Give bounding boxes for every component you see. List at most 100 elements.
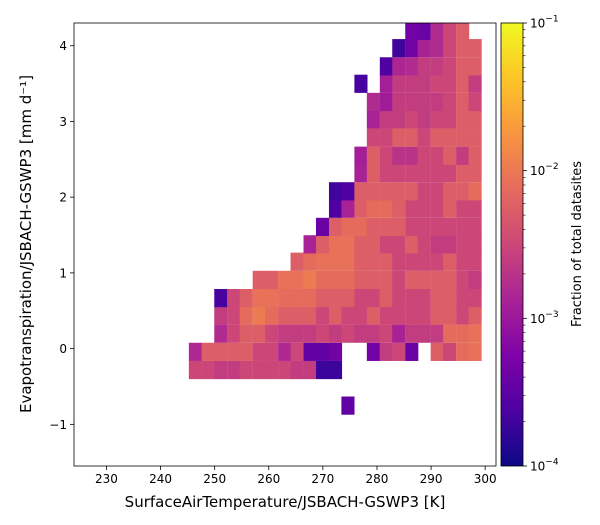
heatmap-cell (468, 39, 482, 58)
heatmap-cell (379, 128, 393, 147)
heatmap-cell (405, 57, 419, 76)
heatmap-cell (405, 288, 419, 308)
heatmap-cell (366, 270, 380, 290)
heatmap-cell (315, 360, 330, 380)
heatmap-cell (417, 324, 431, 343)
heatmap-cell (417, 306, 431, 325)
colorbar-gradient (501, 23, 523, 466)
heatmap-cell (239, 342, 253, 361)
heatmap-cell (417, 288, 431, 308)
heatmap-cell (239, 306, 253, 325)
heatmap-cell (303, 270, 317, 290)
heatmap-cell (430, 199, 444, 218)
heatmap-cell (443, 146, 457, 165)
heatmap-cell (430, 306, 444, 325)
heatmap-cell (430, 270, 444, 290)
heatmap-cell (392, 342, 406, 361)
heatmap-cell (405, 92, 419, 112)
heatmap-cell (290, 306, 304, 325)
y-tick-label: 0 (59, 342, 67, 356)
heatmap-cell (354, 324, 368, 343)
heatmap-cell (405, 146, 419, 165)
heatmap-cell (456, 342, 470, 361)
heatmap-cell (417, 23, 431, 40)
heatmap-cell (379, 306, 393, 325)
heatmap-cell (354, 74, 368, 93)
heatmap-cell (303, 235, 317, 254)
heatmap-cell (366, 324, 380, 343)
y-axis-label: Evapotranspiration/JSBACH-GSWP3 [mm d⁻¹] (17, 75, 35, 413)
heatmap-cell (468, 57, 482, 76)
heatmap-cell (443, 182, 457, 201)
heatmap-cell (252, 324, 266, 343)
heatmap-cell (417, 39, 431, 58)
heatmap-cell (417, 235, 431, 254)
heatmap-cell (239, 324, 253, 343)
heatmap-cell (417, 146, 431, 165)
heatmap-cell (430, 92, 444, 112)
heatmap-cell (456, 324, 470, 343)
heatmap-cell (366, 110, 380, 129)
heatmap-cell (379, 199, 393, 218)
heatmap-cell (468, 252, 482, 271)
heatmap-cell (468, 92, 482, 112)
heatmap-cell (456, 146, 470, 165)
heatmap-cell (201, 342, 215, 361)
heatmap-cell (354, 252, 368, 271)
heatmap-cell (443, 342, 457, 361)
heatmap-cell (430, 235, 444, 254)
heatmap-cell (252, 306, 266, 325)
x-tick-label: 270 (311, 472, 334, 486)
heatmap-cell (379, 92, 393, 112)
heatmap-cell (278, 360, 292, 380)
heatmap-cell (443, 199, 457, 218)
heatmap-cell (265, 360, 279, 380)
heatmap-cell (328, 252, 343, 271)
heatmap-cell (417, 110, 431, 129)
heatmap-cell (430, 182, 444, 201)
heatmap-cell (341, 235, 355, 254)
heatmap-cell (443, 23, 457, 40)
heatmap-cell (379, 110, 393, 129)
heatmap-cell (379, 342, 393, 361)
heatmap-cell (328, 182, 343, 201)
heatmap-cell (468, 199, 482, 218)
heatmap-cell (405, 235, 419, 254)
heatmap-cell (290, 324, 304, 343)
heatmap-cell (379, 146, 393, 165)
heatmap-cell (290, 342, 304, 361)
heatmap-cell (366, 342, 380, 361)
heatmap-cell (456, 128, 470, 147)
colorbar: 10−4 10−3 10−2 10−1 Fraction of total datas… (500, 15, 585, 474)
heatmap-cell (405, 74, 419, 93)
heatmap-cell (468, 342, 482, 361)
heatmap-cell (430, 252, 444, 271)
heatmap-cell (303, 288, 317, 308)
heatmap-cell (252, 270, 266, 290)
heatmap-cell (366, 164, 380, 183)
heatmap-cell (214, 360, 228, 380)
heatmap-cell (456, 182, 470, 201)
heatmap-cell (443, 39, 457, 58)
colorbar-tick-label: 10−3 (530, 310, 559, 326)
heatmap-cell (392, 146, 406, 165)
heatmap-cell (443, 306, 457, 325)
heatmap-cell (417, 217, 431, 237)
heatmap-cell (405, 39, 419, 58)
heatmap-cell (456, 270, 470, 290)
heatmap-cell (328, 235, 343, 254)
heatmap-cell (354, 270, 368, 290)
heatmap-cell (379, 74, 393, 93)
heatmap-cell (430, 39, 444, 58)
plot-area (73, 22, 497, 467)
heatmap-cell (341, 288, 355, 308)
heatmap-cell (366, 288, 380, 308)
x-axis: 230 240 250 260 270 280 290 300 (95, 466, 497, 486)
heatmap-cell (468, 324, 482, 343)
heatmap-cell (315, 235, 330, 254)
heatmap-cell (227, 360, 241, 380)
heatmap-cell (417, 182, 431, 201)
heatmap-cell (456, 57, 470, 76)
heatmap-cell (456, 252, 470, 271)
heatmap-cell (405, 217, 419, 237)
